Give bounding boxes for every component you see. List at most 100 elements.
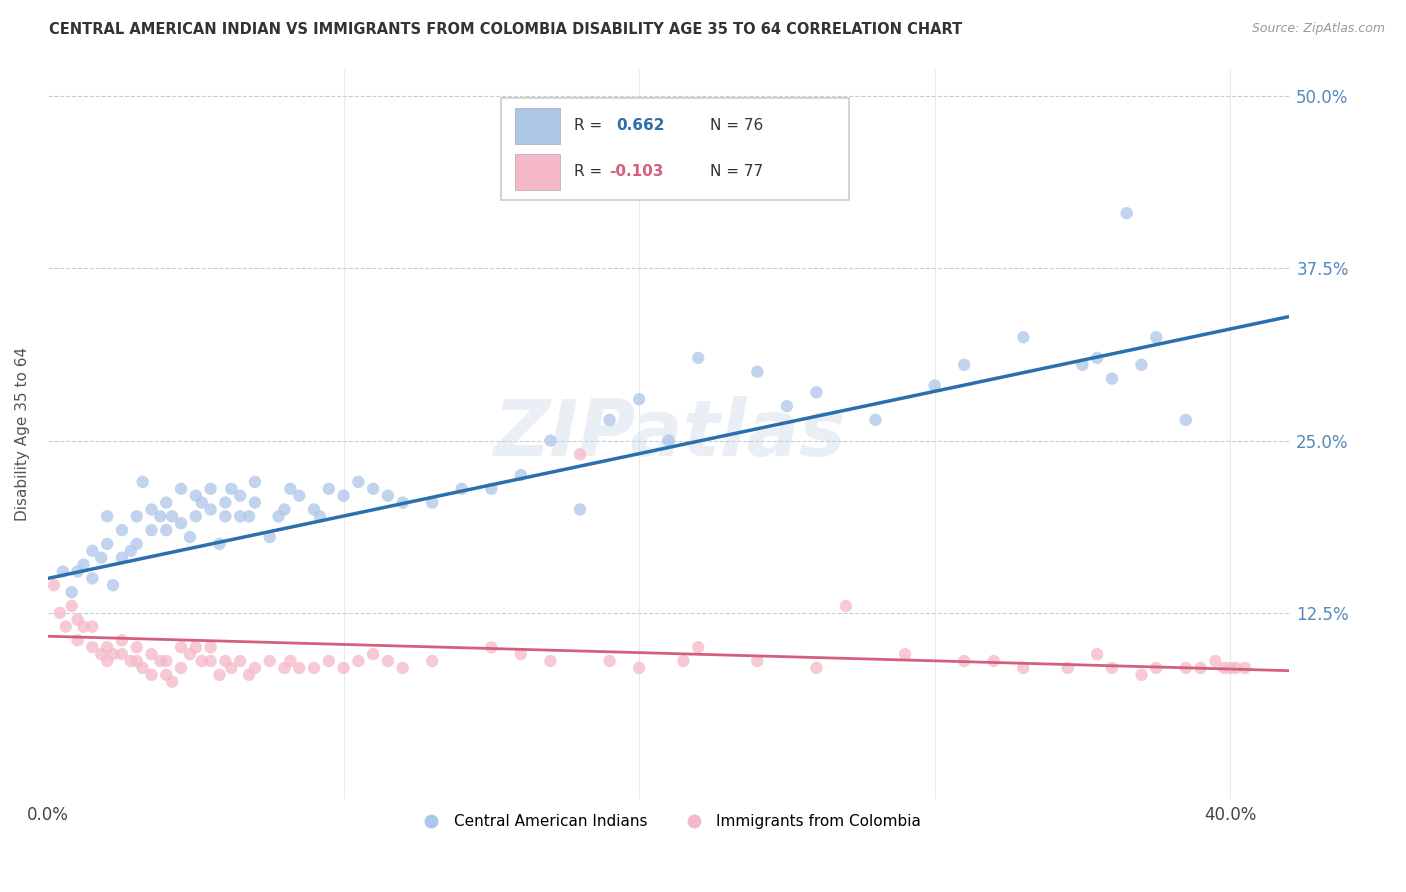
Point (953, 654, 976, 668)
Point (149, 509, 172, 524)
Point (538, 434, 561, 448)
Point (111, 550, 134, 565)
Point (747, 365, 769, 379)
Point (60, 599, 83, 613)
Point (238, 668, 260, 682)
Point (160, 674, 183, 689)
Point (55, 619, 77, 633)
Point (1144, 330, 1167, 344)
Point (179, 647, 201, 661)
Point (1174, 413, 1197, 427)
Point (288, 489, 311, 503)
Point (688, 640, 710, 655)
Point (82, 571, 104, 585)
Point (259, 654, 281, 668)
Point (170, 661, 193, 675)
Point (391, 661, 413, 675)
Point (835, 599, 858, 613)
Point (1012, 330, 1035, 344)
Point (141, 668, 163, 682)
Point (420, 495, 443, 509)
Point (184, 640, 207, 655)
Point (1101, 661, 1123, 675)
Point (924, 378, 946, 392)
Point (208, 668, 231, 682)
Point (391, 495, 413, 509)
Point (658, 434, 681, 448)
Point (318, 482, 340, 496)
Point (238, 509, 260, 524)
Point (120, 654, 142, 668)
Point (280, 654, 302, 668)
Point (190, 495, 212, 509)
Point (688, 351, 710, 365)
Point (90, 550, 112, 565)
Point (347, 654, 370, 668)
Point (280, 482, 302, 496)
Point (200, 482, 222, 496)
Point (184, 489, 207, 503)
Point (450, 482, 472, 496)
Point (509, 468, 531, 483)
Point (983, 654, 1005, 668)
Point (243, 661, 266, 675)
Point (155, 523, 177, 537)
Point (42, 578, 65, 592)
Point (243, 495, 266, 509)
Point (302, 502, 325, 516)
Point (267, 509, 290, 524)
Point (538, 654, 561, 668)
Point (259, 530, 281, 544)
Point (101, 647, 124, 661)
Point (509, 647, 531, 661)
Point (377, 489, 399, 503)
Point (141, 502, 163, 516)
Point (200, 640, 222, 655)
Point (52, 565, 75, 579)
Point (1056, 661, 1078, 675)
Point (599, 413, 621, 427)
Point (155, 654, 177, 668)
Point (131, 661, 153, 675)
Point (82, 543, 104, 558)
Point (155, 668, 177, 682)
Point (361, 647, 384, 661)
Point (1130, 668, 1153, 682)
Point (111, 523, 134, 537)
Point (141, 647, 163, 661)
Point (214, 654, 236, 668)
Point (569, 502, 592, 516)
Point (170, 640, 193, 655)
Point (361, 482, 384, 496)
Point (599, 654, 621, 668)
Point (243, 475, 266, 489)
Point (170, 482, 193, 496)
Point (82, 640, 104, 655)
Point (111, 647, 134, 661)
Point (377, 654, 399, 668)
Point (309, 509, 332, 524)
Point (420, 654, 443, 668)
Point (149, 654, 172, 668)
Point (865, 413, 887, 427)
Point (66, 565, 89, 579)
Point (184, 509, 207, 524)
Text: Source: ZipAtlas.com: Source: ZipAtlas.com (1251, 22, 1385, 36)
Point (672, 654, 695, 668)
Point (208, 537, 231, 551)
Point (1174, 661, 1197, 675)
Point (1012, 661, 1035, 675)
Point (200, 654, 222, 668)
Point (318, 654, 340, 668)
Legend: Central American Indians, Immigrants from Colombia: Central American Indians, Immigrants fro… (411, 808, 928, 835)
Point (200, 502, 222, 516)
Point (479, 640, 502, 655)
Point (170, 516, 193, 531)
Point (214, 495, 236, 509)
Point (229, 489, 252, 503)
Point (214, 509, 236, 524)
Point (179, 530, 201, 544)
Point (125, 509, 148, 524)
Point (1204, 654, 1226, 668)
Point (1115, 206, 1137, 220)
